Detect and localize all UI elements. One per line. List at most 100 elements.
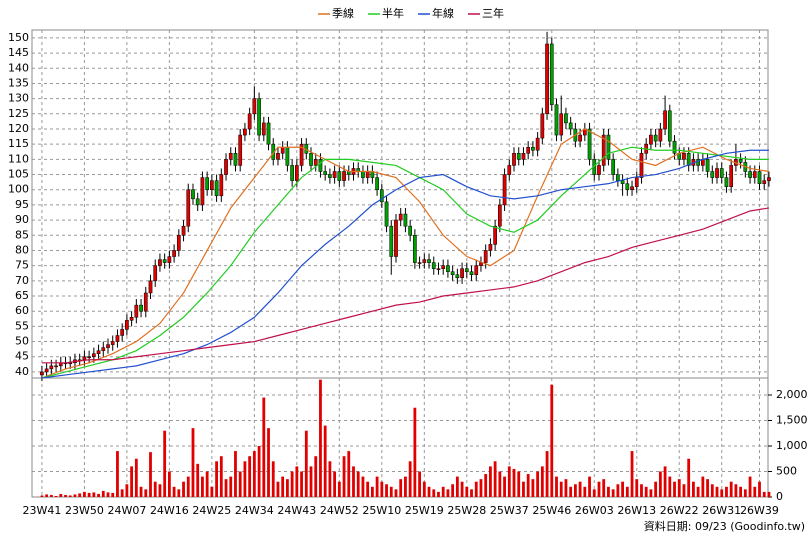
volume-bar [300, 471, 303, 497]
y-tick-label: 85 [15, 228, 29, 241]
x-tick-label: 24W25 [192, 504, 231, 517]
candle-body [91, 353, 96, 357]
volume-bar [479, 479, 483, 497]
volume-bar [588, 476, 591, 497]
volume-bar [248, 456, 252, 497]
candle-body [649, 134, 653, 145]
volume-bar [455, 476, 459, 497]
candle-body [214, 180, 219, 197]
legend-label: 年線 [432, 6, 454, 20]
volume-bar [540, 466, 544, 497]
volume-bar [758, 481, 761, 497]
y-tick-label: 40 [15, 365, 29, 378]
volume-bar [573, 484, 577, 497]
candle-body [44, 368, 49, 373]
volume-bar [555, 476, 558, 497]
y-tick-label: 55 [15, 319, 29, 332]
y-tick-label: 60 [15, 304, 29, 317]
volume-bar [484, 474, 488, 497]
volume-bar [286, 479, 289, 497]
y-tick-label: 120 [8, 122, 29, 135]
candle-body [431, 262, 436, 269]
candle-body [252, 98, 257, 115]
candle-body [257, 98, 261, 136]
candle-body [120, 329, 125, 336]
volume-bar [597, 481, 601, 497]
candle-body [497, 204, 502, 227]
volume-bar [715, 486, 719, 497]
volume-bar [153, 481, 157, 497]
volume-bar [692, 481, 695, 497]
volume-bar [748, 476, 752, 497]
volume-bar [583, 486, 587, 497]
volume-bar [290, 471, 294, 497]
volume-bar [446, 489, 450, 497]
candle-body [469, 271, 474, 276]
volume-bar [706, 479, 709, 497]
x-tick-label: 25W37 [490, 504, 529, 517]
volume-bar [640, 484, 643, 497]
y-tick-label: 130 [8, 92, 29, 105]
candle-body [653, 134, 658, 142]
candle-body [158, 259, 162, 266]
volume-bar [559, 481, 563, 497]
candle-body [564, 113, 568, 124]
volume-bar [149, 452, 152, 497]
candle-body [521, 153, 526, 160]
volume-bar [522, 481, 525, 497]
candle-body [280, 146, 285, 154]
volume-bar [682, 484, 686, 497]
candle-body [309, 153, 313, 166]
candle-body [181, 225, 186, 236]
volume-bar [725, 486, 728, 497]
volume-bar [356, 471, 360, 497]
volume-bar [498, 471, 502, 497]
volume-bar [49, 494, 53, 497]
legend-label: 三年 [482, 6, 504, 20]
volume-bar [753, 486, 757, 497]
candle-body [762, 180, 767, 184]
candle-body [422, 259, 427, 263]
candle-body [502, 174, 507, 206]
volume-bar [474, 481, 478, 497]
candle-body [630, 186, 634, 190]
candle-body [757, 171, 762, 184]
x-tick-label: 25W10 [362, 504, 401, 517]
candle-body [54, 365, 58, 368]
volume-bar [177, 489, 181, 497]
y-tick-label: 1,500 [776, 413, 808, 426]
candle-body [110, 341, 115, 345]
candle-body [441, 265, 446, 269]
candle-body [512, 153, 516, 166]
candle-body [729, 165, 734, 187]
volume-bar [276, 481, 280, 497]
candle-body [724, 177, 729, 187]
volume-bar [97, 493, 100, 497]
volume-bar [389, 486, 393, 497]
volume-bar [739, 486, 743, 497]
candle-body [634, 177, 639, 187]
volume-bar [734, 484, 738, 497]
volume-bar [111, 492, 115, 497]
y-tick-label: 140 [8, 61, 29, 74]
volume-bar [333, 471, 337, 497]
volume-bar [101, 490, 105, 497]
candle-body [68, 362, 73, 365]
candle-body [233, 153, 238, 166]
candle-body [167, 256, 172, 263]
candle-body [49, 365, 54, 370]
candle-body [125, 320, 129, 330]
x-tick-label: 26W03 [575, 504, 614, 517]
y-tick-label: 65 [15, 289, 29, 302]
x-tick-label: 26W13 [617, 504, 656, 517]
volume-bar [432, 489, 436, 497]
candle-body [96, 350, 101, 354]
volume-bar [635, 479, 639, 497]
volume-bar [578, 481, 582, 497]
candle-body [148, 280, 153, 294]
y-tick-label: 100 [8, 183, 29, 196]
candle-body [328, 174, 332, 178]
candle-body [611, 159, 616, 175]
candle-body [616, 174, 620, 181]
